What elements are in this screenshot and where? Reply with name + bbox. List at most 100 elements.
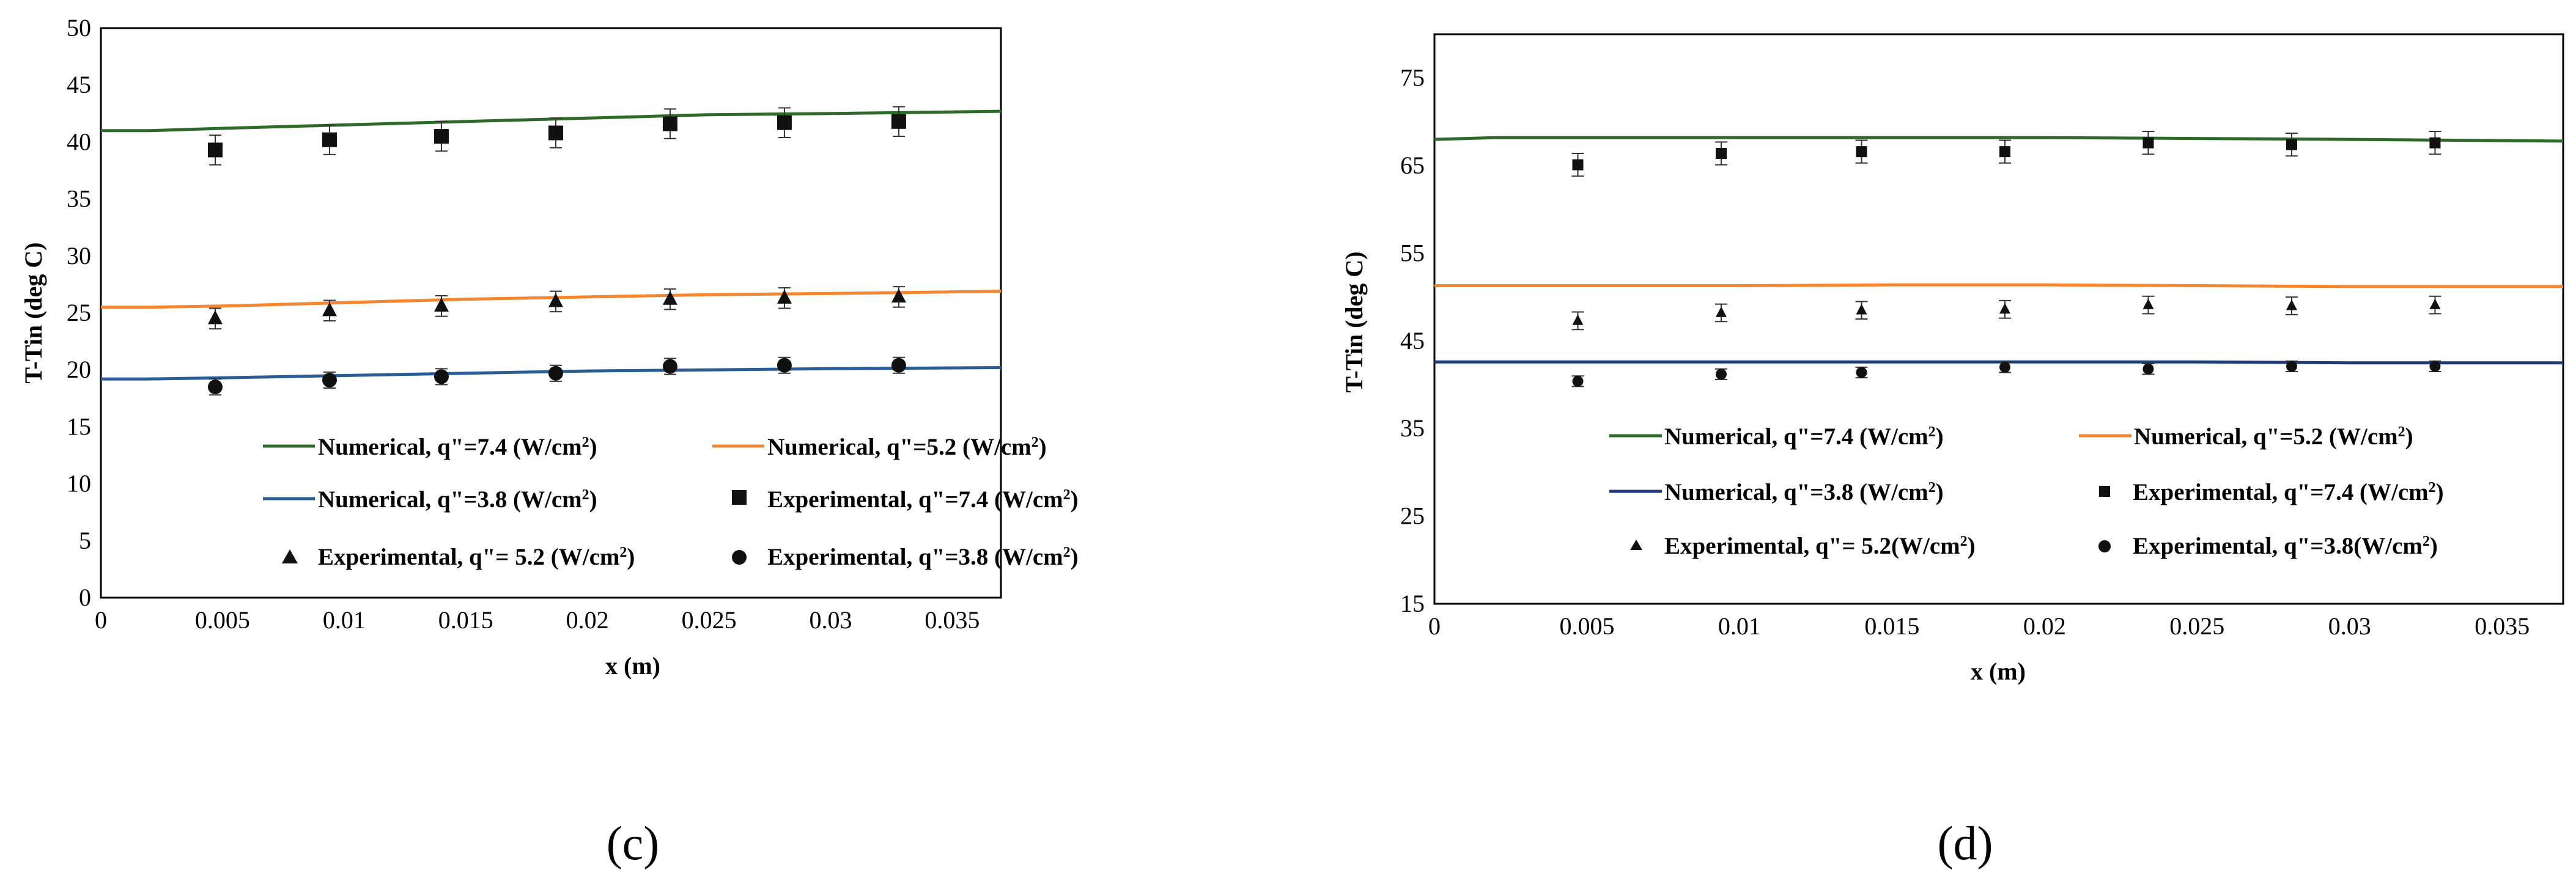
legend-marker-d-circle	[2098, 540, 2111, 552]
x-tick-label: 0.02	[566, 606, 609, 634]
data-point-square	[207, 142, 223, 158]
legend-label-c-num-7-4: Numerical, q"=7.4 (W/cm2)	[318, 434, 597, 460]
legend-label-c-num-3-8: Numerical, q"=3.8 (W/cm2)	[318, 486, 597, 513]
data-point-square	[1856, 146, 1867, 158]
data-point-triangle	[434, 298, 449, 312]
y-tick-label: 55	[1400, 239, 1425, 266]
y-tick-labels-d: 15 25 35 45 55 65 75	[1400, 64, 1425, 617]
data-point-triangle	[207, 310, 223, 324]
legend-item-c-exp-3-8: Experimental, q"=3.8 (W/cm2)	[732, 544, 1079, 570]
x-tick-label: 0.01	[323, 606, 366, 634]
y-tick-label: 10	[67, 470, 91, 497]
data-point-circle	[891, 358, 906, 373]
x-axis-title-c: x (m)	[605, 652, 660, 680]
data-point-circle	[662, 359, 677, 374]
y-tick-label: 15	[67, 413, 91, 440]
data-point-circle	[1715, 369, 1727, 380]
legend-label-d-num-7-4: Numerical, q"=7.4 (W/cm2)	[1664, 424, 1944, 450]
legend-label-c-num-5-2: Numerical, q"=5.2 (W/cm2)	[767, 434, 1047, 460]
data-point-triangle	[891, 288, 906, 303]
data-point-circle	[2286, 361, 2297, 372]
data-point-triangle	[1572, 314, 1584, 325]
legend-item-d-exp-5-2: Experimental, q"= 5.2(W/cm2)	[1630, 533, 1976, 559]
series-line-c-0	[101, 109, 1002, 133]
legend-marker-d-square	[2099, 486, 2110, 497]
legend-marker-d-triangle	[1630, 540, 1642, 550]
series-group-d	[1434, 131, 2564, 387]
data-point-square	[662, 116, 677, 131]
x-tick-label: 0.03	[2328, 612, 2371, 640]
x-tick-labels-c: 0 0.005 0.01 0.015 0.02 0.025 0.03 0.035	[95, 606, 980, 634]
data-point-triangle	[2286, 299, 2297, 310]
data-point-square	[1572, 159, 1584, 170]
x-tick-label: 0.01	[1718, 612, 1761, 640]
series-line-c-1	[101, 290, 1002, 309]
legend-item-d-num-3-8: Numerical, q"=3.8 (W/cm2)	[1609, 479, 1944, 505]
legend-item-d-num-5-2: Numerical, q"=5.2 (W/cm2)	[2079, 424, 2413, 450]
data-point-square	[548, 125, 563, 141]
data-point-square	[2142, 137, 2154, 148]
y-tick-label: 30	[67, 242, 91, 270]
legend-item-c-num-3-8: Numerical, q"=3.8 (W/cm2)	[263, 486, 597, 513]
x-tick-label: 0.02	[2023, 612, 2066, 640]
data-point-square	[434, 129, 449, 144]
data-point-circle	[1856, 367, 1867, 378]
legend-label-c-exp-5-2: Experimental, q"= 5.2 (W/cm2)	[318, 544, 635, 570]
x-tick-label: 0.035	[2475, 612, 2530, 640]
data-point-triangle	[777, 290, 792, 304]
y-tick-label: 5	[79, 527, 91, 554]
legend-label-c-exp-3-8: Experimental, q"=3.8 (W/cm2)	[767, 544, 1079, 570]
data-point-circle	[777, 358, 792, 373]
x-tick-label: 0	[95, 606, 107, 634]
data-point-square	[1715, 148, 1727, 160]
legend-label-d-num-5-2: Numerical, q"=5.2 (W/cm2)	[2134, 424, 2413, 450]
data-point-triangle	[2429, 298, 2441, 309]
y-tick-label: 45	[1400, 327, 1425, 354]
legend-label-c-exp-7-4: Experimental, q"=7.4 (W/cm2)	[767, 486, 1079, 513]
y-axis-title-d: T-Tin (deg C)	[1340, 251, 1368, 392]
x-tick-label: 0.005	[195, 606, 250, 634]
y-tick-label: 35	[67, 185, 91, 213]
legend-label-d-num-3-8: Numerical, q"=3.8 (W/cm2)	[1664, 479, 1944, 505]
legend-item-d-exp-7-4: Experimental, q"=7.4 (W/cm2)	[2099, 479, 2444, 505]
series-line-d-1	[1434, 283, 2563, 288]
x-tick-label: 0.025	[2169, 612, 2224, 640]
data-point-square	[322, 132, 337, 147]
x-tick-labels-d: 0 0.005 0.01 0.015 0.02 0.025 0.03 0.035	[1428, 612, 2530, 640]
y-tick-label: 75	[1400, 64, 1425, 92]
legend-item-c-num-5-2: Numerical, q"=5.2 (W/cm2)	[712, 434, 1047, 460]
legend-label-d-exp-7-4: Experimental, q"=7.4 (W/cm2)	[2133, 479, 2444, 505]
data-point-circle	[2429, 361, 2441, 372]
data-point-triangle	[2142, 298, 2154, 309]
x-tick-label: 0	[1428, 612, 1441, 640]
legend-label-d-exp-5-2: Experimental, q"= 5.2(W/cm2)	[1664, 533, 1976, 559]
panel-label-d: (d)	[1938, 816, 1993, 870]
x-tick-label: 0.015	[1864, 612, 1919, 640]
panel-label-c: (c)	[607, 816, 660, 870]
legend-item-c-exp-5-2: Experimental, q"= 5.2 (W/cm2)	[282, 544, 635, 570]
y-tick-label: 0	[79, 584, 91, 611]
data-point-square	[2429, 137, 2441, 148]
data-point-square	[891, 114, 906, 129]
legend-marker-c-triangle	[282, 549, 298, 563]
y-tick-label: 15	[1400, 590, 1425, 617]
legend-marker-c-circle	[732, 550, 747, 565]
x-tick-label: 0.015	[438, 606, 493, 634]
chart-panel-c: 0 5 10 15 20 25 30 35 40 45 50 0 0.005 0.01 0.015 0.02…	[20, 14, 1079, 870]
data-point-circle	[2142, 363, 2154, 375]
series-line-d-0	[1434, 136, 2564, 143]
data-point-circle	[207, 380, 223, 395]
y-axis-title-c: T-Tin (deg C)	[20, 242, 47, 383]
x-axis-title-d: x (m)	[1971, 658, 2026, 685]
data-point-circle	[1999, 361, 2010, 373]
data-point-triangle	[548, 293, 563, 307]
x-tick-label: 0.035	[924, 606, 980, 634]
y-tick-labels-c: 0 5 10 15 20 25 30 35 40 45 50	[67, 14, 91, 611]
data-point-circle	[1572, 375, 1584, 387]
legend-item-d-num-7-4: Numerical, q"=7.4 (W/cm2)	[1609, 424, 1944, 450]
y-tick-label: 50	[67, 14, 91, 42]
y-tick-label: 35	[1400, 414, 1425, 442]
legend-item-d-exp-3-8: Experimental, q"=3.8(W/cm2)	[2098, 533, 2438, 559]
